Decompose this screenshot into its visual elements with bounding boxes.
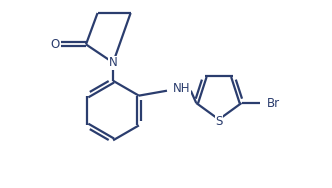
Text: N: N [109, 56, 118, 69]
Text: Br: Br [267, 96, 280, 109]
Text: NH: NH [173, 82, 191, 95]
Text: S: S [215, 115, 222, 128]
Text: O: O [50, 38, 60, 51]
